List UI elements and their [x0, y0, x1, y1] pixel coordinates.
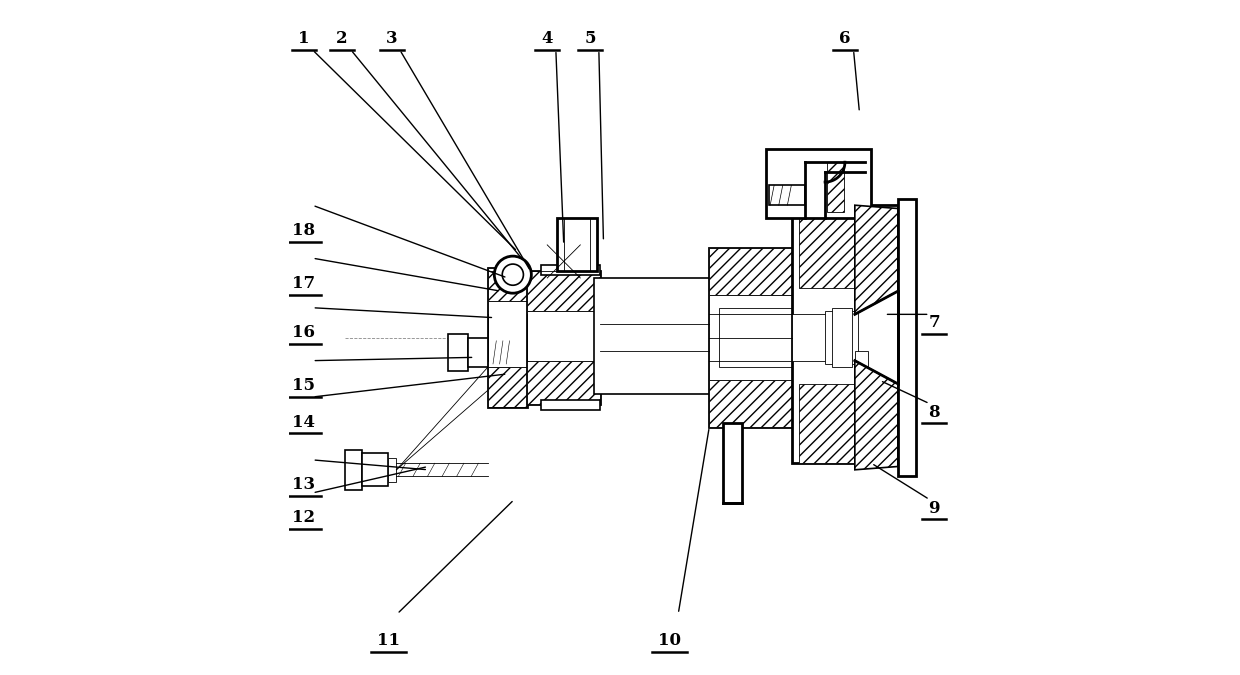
Text: 1: 1	[298, 30, 310, 47]
Text: 6: 6	[839, 30, 851, 47]
Bar	[827, 162, 843, 212]
Bar	[799, 205, 864, 288]
Bar	[487, 301, 527, 367]
Bar	[600, 311, 709, 360]
Bar	[527, 360, 600, 404]
Bar	[832, 308, 852, 367]
Bar	[709, 294, 792, 381]
Bar	[792, 205, 898, 463]
Bar	[709, 381, 792, 427]
Text: 2: 2	[336, 30, 348, 47]
Bar	[388, 458, 397, 482]
Text: 9: 9	[929, 500, 940, 516]
Bar	[719, 308, 792, 367]
Text: 7: 7	[929, 315, 940, 331]
Text: 4: 4	[542, 30, 553, 47]
Bar	[769, 186, 805, 205]
Bar	[898, 198, 916, 477]
Bar	[709, 248, 792, 427]
Bar	[362, 454, 388, 486]
Bar	[527, 271, 600, 311]
Bar	[799, 384, 864, 463]
Bar	[527, 311, 600, 360]
Bar	[541, 400, 600, 410]
Text: 18: 18	[293, 221, 315, 239]
Text: 11: 11	[377, 632, 401, 649]
Circle shape	[495, 256, 532, 293]
Bar	[487, 268, 527, 301]
Bar	[491, 341, 497, 364]
Text: 12: 12	[293, 510, 315, 526]
Bar	[594, 278, 713, 394]
Text: 15: 15	[293, 377, 315, 394]
Text: 3: 3	[386, 30, 398, 47]
Polygon shape	[854, 205, 898, 315]
Bar	[792, 315, 828, 360]
Polygon shape	[854, 360, 898, 470]
Text: 16: 16	[293, 324, 315, 342]
Bar	[765, 149, 872, 219]
Text: 13: 13	[293, 477, 315, 493]
Text: 8: 8	[929, 404, 940, 421]
Bar	[346, 450, 362, 489]
Text: 10: 10	[658, 632, 681, 649]
Bar	[600, 360, 709, 390]
Bar	[467, 338, 491, 367]
Bar	[709, 248, 792, 294]
Text: 14: 14	[293, 414, 315, 431]
Bar	[557, 219, 596, 271]
Text: 17: 17	[293, 275, 315, 292]
Bar	[723, 423, 743, 503]
Bar	[854, 351, 868, 377]
Bar	[527, 271, 600, 404]
Text: 5: 5	[584, 30, 596, 47]
Bar	[600, 281, 709, 311]
Bar	[487, 268, 527, 407]
Bar	[825, 311, 858, 364]
Bar	[600, 281, 709, 390]
Bar	[487, 367, 527, 407]
Bar	[448, 334, 467, 371]
Bar	[541, 265, 600, 275]
Circle shape	[502, 264, 523, 286]
